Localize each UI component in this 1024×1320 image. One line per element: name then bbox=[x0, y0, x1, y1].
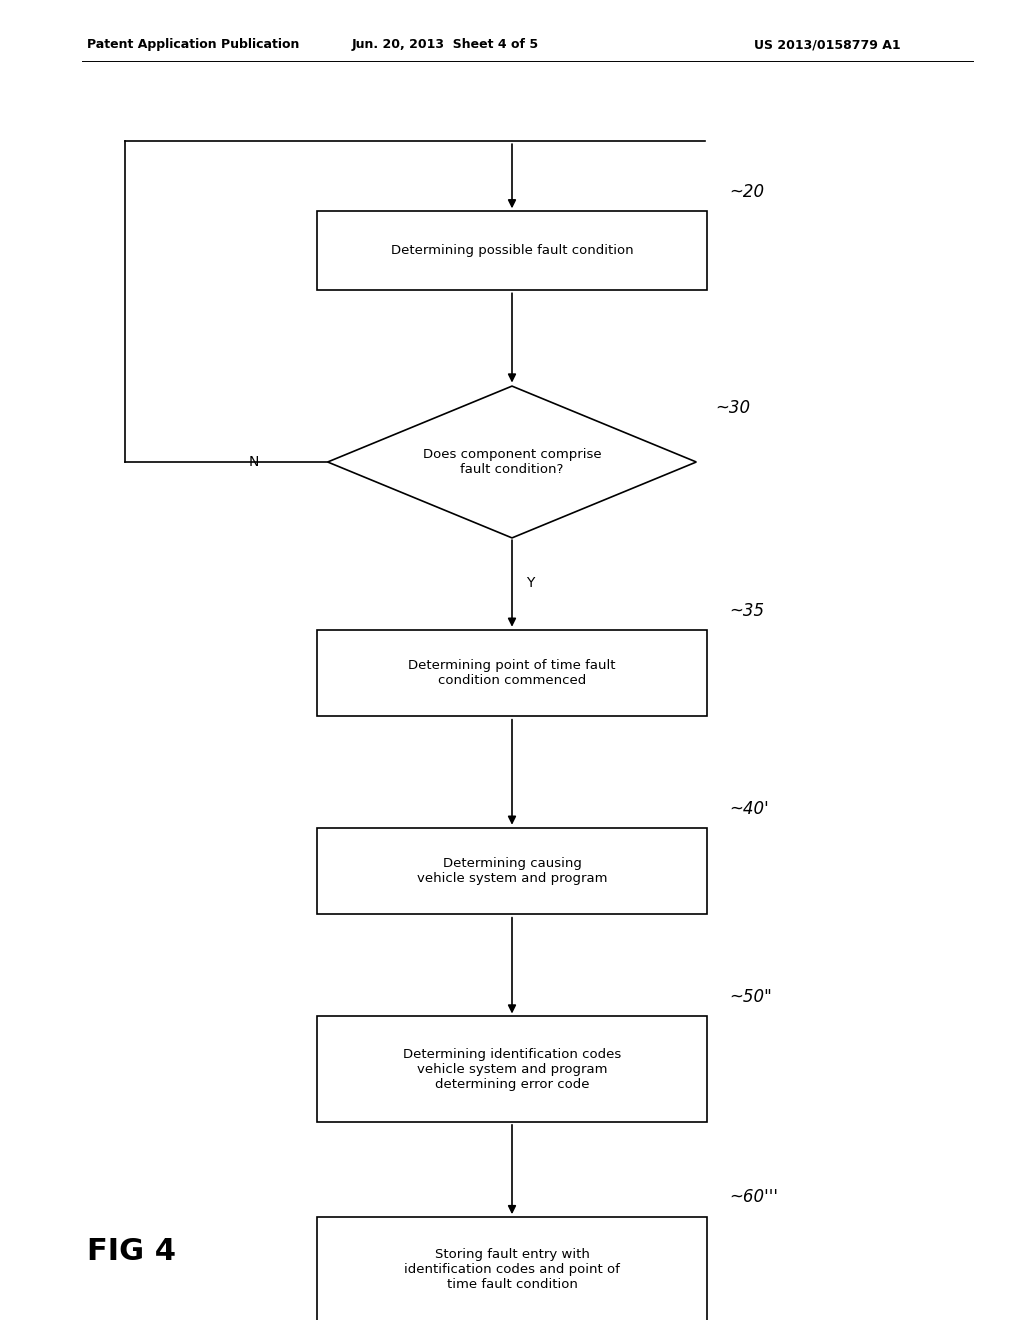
Text: Determining identification codes
vehicle system and program
determining error co: Determining identification codes vehicle… bbox=[402, 1048, 622, 1090]
Text: Determining causing
vehicle system and program: Determining causing vehicle system and p… bbox=[417, 857, 607, 886]
Text: ~40': ~40' bbox=[729, 800, 769, 817]
Text: N: N bbox=[249, 455, 259, 469]
Text: Y: Y bbox=[526, 577, 535, 590]
Text: Does component comprise
fault condition?: Does component comprise fault condition? bbox=[423, 447, 601, 477]
Polygon shape bbox=[328, 385, 696, 539]
Text: Storing fault entry with
identification codes and point of
time fault condition: Storing fault entry with identification … bbox=[404, 1249, 620, 1291]
Text: Determining possible fault condition: Determining possible fault condition bbox=[391, 244, 633, 257]
Text: FIG 4: FIG 4 bbox=[87, 1237, 176, 1266]
Text: US 2013/0158779 A1: US 2013/0158779 A1 bbox=[755, 38, 901, 51]
FancyBboxPatch shape bbox=[317, 631, 707, 715]
Text: ~50": ~50" bbox=[729, 987, 772, 1006]
Text: ~20: ~20 bbox=[729, 182, 764, 201]
Text: ~30: ~30 bbox=[715, 399, 750, 417]
Text: Determining point of time fault
condition commenced: Determining point of time fault conditio… bbox=[409, 659, 615, 688]
FancyBboxPatch shape bbox=[317, 1217, 707, 1320]
Text: ~35: ~35 bbox=[729, 602, 764, 620]
Text: ~60''': ~60''' bbox=[729, 1188, 778, 1206]
FancyBboxPatch shape bbox=[317, 211, 707, 290]
Text: Jun. 20, 2013  Sheet 4 of 5: Jun. 20, 2013 Sheet 4 of 5 bbox=[352, 38, 539, 51]
FancyBboxPatch shape bbox=[317, 829, 707, 913]
FancyBboxPatch shape bbox=[317, 1016, 707, 1122]
Text: Patent Application Publication: Patent Application Publication bbox=[87, 38, 299, 51]
